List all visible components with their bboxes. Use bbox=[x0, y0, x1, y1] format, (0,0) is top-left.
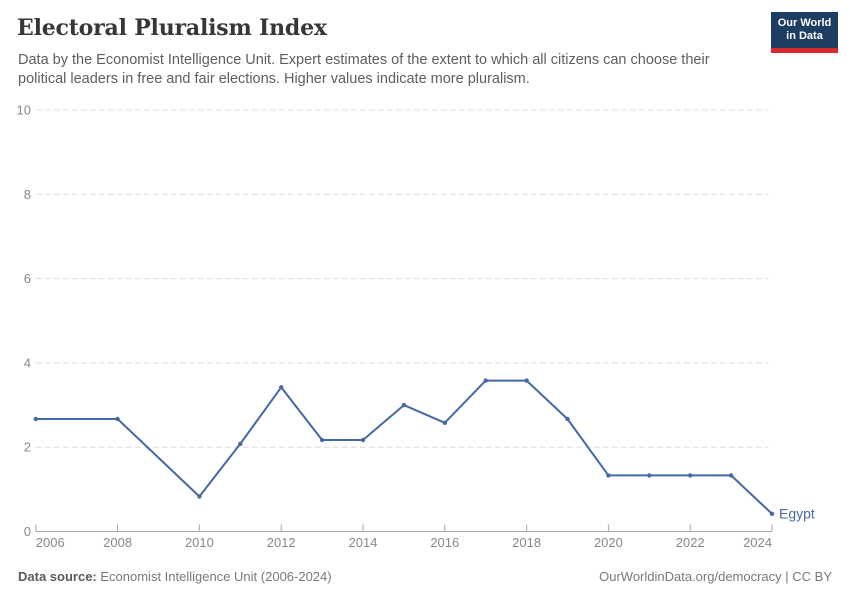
chart-subtitle: Data by the Economist Intelligence Unit.… bbox=[18, 52, 710, 87]
data-point-egypt-2011[interactable] bbox=[238, 441, 243, 446]
chart-footer: Data source: Economist Intelligence Unit… bbox=[18, 569, 832, 587]
data-point-egypt-2023[interactable] bbox=[728, 473, 734, 478]
y-tick-label-8: 8 bbox=[24, 187, 31, 202]
x-tick-label-2016: 2016 bbox=[430, 535, 459, 550]
data-point-egypt-2012[interactable] bbox=[279, 385, 284, 390]
owid-license-link[interactable]: OurWorldinData.org/democracy | CC BY bbox=[599, 569, 832, 584]
x-tick-label-2022: 2022 bbox=[676, 535, 705, 550]
data-point-egypt-2013[interactable] bbox=[319, 437, 325, 443]
y-tick-label-4: 4 bbox=[24, 355, 31, 370]
x-tick-label-2006: 2006 bbox=[36, 535, 65, 550]
entity-label: Egypt bbox=[779, 505, 815, 521]
data-point-egypt-2006[interactable] bbox=[33, 416, 38, 422]
y-tick-label-6: 6 bbox=[24, 271, 31, 286]
data-point-egypt-2016[interactable] bbox=[442, 420, 447, 425]
data-point-egypt-2008[interactable] bbox=[115, 416, 120, 422]
data-point-egypt-2022[interactable] bbox=[688, 473, 693, 478]
y-tick-label-10: 10 bbox=[17, 103, 31, 118]
chart-title: Electoral Pluralism Index bbox=[17, 15, 327, 41]
x-tick-label-2014: 2014 bbox=[349, 535, 378, 550]
x-tick-label-2020: 2020 bbox=[594, 535, 623, 550]
y-tick-label-0: 0 bbox=[24, 524, 31, 539]
data-point-egypt-2021[interactable] bbox=[647, 473, 652, 478]
chart-svg: 0 2 4 6 8 10 2006 2008 2010 2012 2014 2016 2018 2020 2… bbox=[17, 103, 815, 551]
data-point-egypt-2024[interactable] bbox=[769, 511, 775, 516]
y-tick-label-2: 2 bbox=[24, 440, 31, 455]
data-point-egypt-2019[interactable] bbox=[565, 416, 570, 422]
data-source-note: Data source: Economist Intelligence Unit… bbox=[18, 569, 332, 584]
data-source-label: Data source: bbox=[18, 569, 97, 584]
owid-logo-line1: Our World bbox=[777, 17, 832, 29]
owid-logo[interactable]: Our World in Data bbox=[771, 12, 838, 53]
data-point-egypt-2014[interactable] bbox=[360, 437, 366, 443]
owid-logo-line2: in Data bbox=[786, 30, 823, 42]
x-tick-label-2010: 2010 bbox=[185, 535, 214, 550]
x-tick-label-2024: 2024 bbox=[743, 535, 772, 550]
data-point-egypt-2015[interactable] bbox=[401, 402, 407, 408]
data-point-egypt-2017[interactable] bbox=[483, 378, 488, 383]
x-tick-label-2018: 2018 bbox=[512, 535, 541, 550]
data-point-egypt-2018[interactable] bbox=[524, 378, 529, 383]
data-point-egypt-2010[interactable] bbox=[197, 494, 202, 499]
data-point-egypt-2020[interactable] bbox=[606, 473, 611, 478]
x-tick-label-2008: 2008 bbox=[103, 535, 132, 550]
data-source-text: Economist Intelligence Unit (2006-2024) bbox=[96, 569, 332, 584]
x-tick-label-2012: 2012 bbox=[267, 535, 296, 550]
